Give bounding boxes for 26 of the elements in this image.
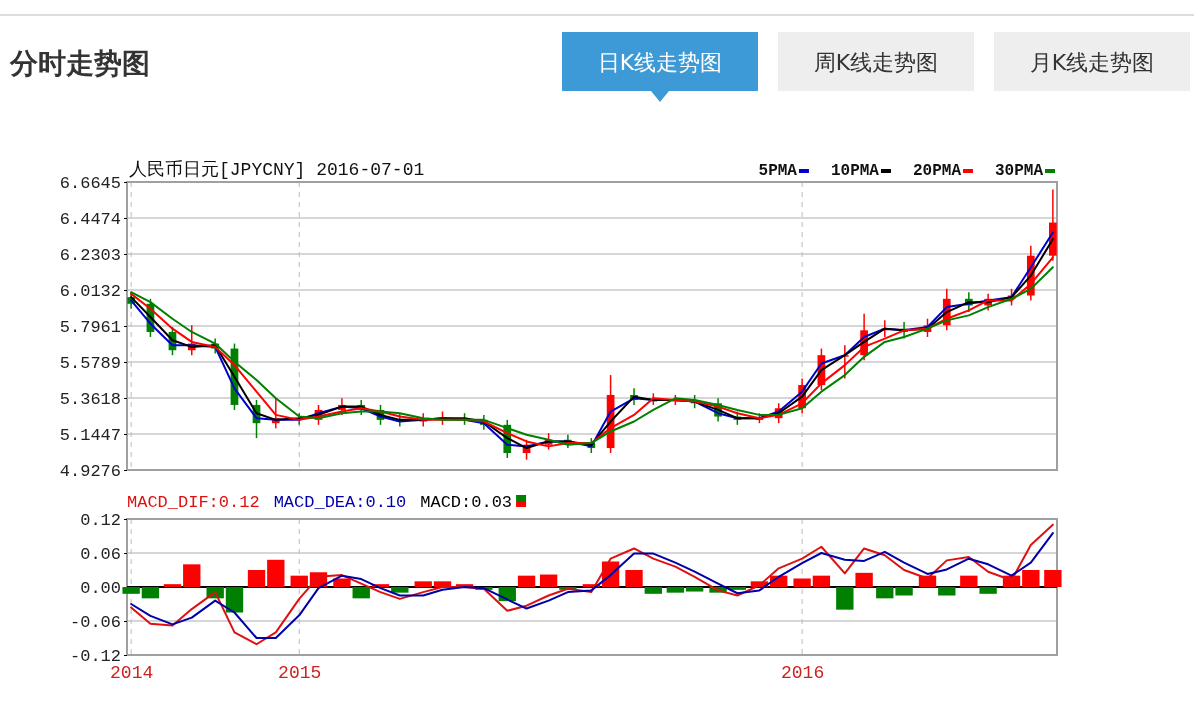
y-tick-label: 4.9276: [59, 461, 121, 481]
tab-button: 周K线走势图: [778, 32, 974, 91]
y-tick-label: 5.5789: [59, 353, 121, 373]
legend-label: 20PMA: [912, 162, 962, 180]
y-tick-label: 5.1447: [59, 425, 121, 445]
x-tick-label: 2015: [278, 662, 322, 683]
y-tick-label: 5.7961: [59, 317, 121, 337]
text: MACD_DIF:0.12: [127, 493, 260, 512]
legend-label: 10PMA: [830, 162, 880, 180]
chart-title: 人民币日元[JPYCNY] 2016-07-01: [129, 159, 425, 180]
legend-label: MACD:0.03: [420, 493, 513, 512]
y-tick-label: 6.0132: [59, 281, 121, 301]
y-tick-label: -0.06: [69, 612, 121, 632]
y-tick-label: 0.12: [80, 510, 121, 530]
y-tick-label: 0.06: [80, 544, 121, 564]
y-tick-label: 0.00: [80, 578, 121, 598]
x-tick-label: 2016: [781, 662, 825, 683]
text: 分时走势图: [9, 47, 150, 80]
y-tick-label: 5.3618: [59, 389, 121, 409]
y-tick-label: 6.4474: [59, 209, 121, 229]
text: MACD_DEA:0.10: [273, 493, 407, 512]
tab-button: 月K线走势图: [994, 32, 1190, 91]
y-tick-label: 6.2303: [59, 245, 121, 265]
legend-label: 30PMA: [994, 162, 1044, 180]
y-tick-label: 6.6645: [59, 173, 121, 193]
legend-label: 5PMA: [758, 162, 798, 180]
